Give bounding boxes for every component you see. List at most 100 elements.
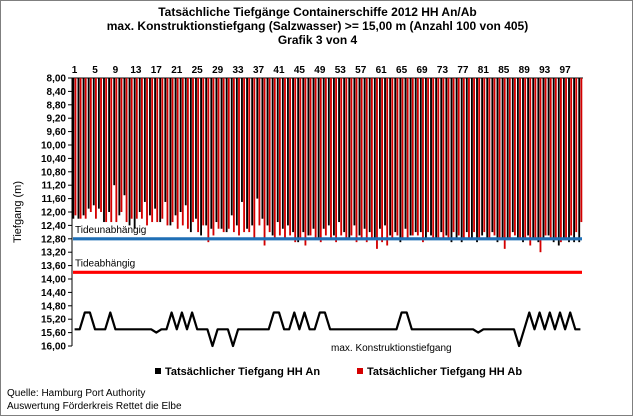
bar-hh-ab <box>468 78 470 239</box>
x-tick-label: 73 <box>437 65 449 76</box>
bar-hh-ab <box>462 78 465 239</box>
bar-hh-an <box>460 78 463 243</box>
bar-hh-an <box>246 78 248 229</box>
bar-hh-ab <box>442 78 445 239</box>
y-tick-label: 12,00 <box>41 208 66 219</box>
x-tick-label: 77 <box>457 65 469 76</box>
chart-title-line-2: max. Konstruktionstiefgang (Salzwasser) … <box>106 19 529 33</box>
bar-hh-an <box>261 78 264 219</box>
bar-hh-ab <box>181 78 184 226</box>
x-tick-label: 61 <box>376 65 388 76</box>
bar-hh-ab <box>161 78 164 219</box>
bar-hh-an <box>215 78 218 223</box>
bar-hh-an <box>82 78 85 216</box>
bar-hh-ab <box>95 78 97 219</box>
bar-hh-an <box>542 78 545 239</box>
bar-hh-an <box>287 78 289 226</box>
bar-hh-ab <box>110 78 113 223</box>
bar-hh-ab <box>84 78 87 219</box>
legend-swatch-hh-an <box>155 368 161 374</box>
bar-hh-ab <box>330 78 332 239</box>
bar-hh-ab <box>580 78 583 223</box>
bar-hh-ab <box>437 78 440 239</box>
x-tick-label: 21 <box>171 65 183 76</box>
bar-hh-an <box>455 78 458 239</box>
bar-hh-an <box>445 78 448 236</box>
bar-hh-an <box>225 78 228 233</box>
bar-hh-an <box>97 78 100 209</box>
bar-hh-ab <box>432 78 435 239</box>
bar-hh-ab <box>447 78 450 239</box>
bar-hh-ab <box>176 78 179 229</box>
bar-hh-ab <box>396 78 399 236</box>
bar-hh-an <box>358 78 361 236</box>
y-tick-label: 11,20 <box>42 181 67 192</box>
bar-hh-ab <box>365 78 368 243</box>
x-tick-label: 93 <box>539 65 551 76</box>
bar-hh-an <box>419 78 422 233</box>
tideunabhaengig-label: Tideunabhängig <box>75 225 146 236</box>
bar-hh-ab <box>314 78 317 239</box>
bar-hh-ab <box>452 78 455 233</box>
bar-hh-ab <box>207 78 210 243</box>
bar-hh-an <box>189 78 192 233</box>
bar-hh-ab <box>554 78 557 239</box>
bar-hh-an <box>399 78 402 243</box>
x-tick-label: 29 <box>212 65 224 76</box>
bar-hh-an <box>149 78 151 216</box>
y-tick-label: 14,00 <box>41 275 66 286</box>
bar-hh-ab <box>294 78 297 243</box>
bar-hh-an <box>271 78 274 236</box>
bar-hh-ab <box>74 78 77 216</box>
bar-hh-ab <box>135 78 138 219</box>
y-tick-label: 11,60 <box>42 194 67 205</box>
bar-hh-an <box>506 78 509 239</box>
bar-hh-ab <box>355 78 358 243</box>
bar-hh-ab <box>238 78 240 236</box>
x-tick-label: 65 <box>396 65 408 76</box>
y-tick-label: 14,80 <box>41 301 66 312</box>
bar-hh-an <box>200 78 202 236</box>
bar-hh-an <box>292 78 294 233</box>
bar-hh-ab <box>192 78 194 223</box>
bar-hh-ab <box>243 78 246 233</box>
bar-hh-an <box>77 78 80 219</box>
bar-hh-an <box>465 78 468 233</box>
source-line-2: Auswertung Förderkreis Rettet die Elbe <box>7 401 182 412</box>
bar-hh-ab <box>514 78 516 236</box>
legend-label-hh-ab: Tatsächlicher Tiefgang HH Ab <box>367 366 522 378</box>
bar-hh-ab <box>258 78 261 226</box>
bar-hh-ab <box>457 78 460 236</box>
bar-hh-an <box>72 78 75 219</box>
bar-hh-an <box>184 78 187 206</box>
bar-hh-ab <box>478 78 481 239</box>
bar-hh-an <box>368 78 371 233</box>
bar-hh-an <box>527 78 530 236</box>
bar-hh-an <box>394 78 397 233</box>
bar-hh-ab <box>268 78 271 233</box>
chart-title-line-3: Grafik 3 von 4 <box>277 33 358 47</box>
bar-hh-an <box>552 78 555 243</box>
bar-hh-ab <box>370 78 373 239</box>
y-tick-label: 12,40 <box>41 221 66 232</box>
y-tick-label: 13,20 <box>41 248 66 259</box>
bar-hh-an <box>266 78 269 226</box>
bar-hh-an <box>476 78 478 243</box>
bar-hh-an <box>138 78 141 212</box>
bar-hh-ab <box>304 78 307 246</box>
legend-label-hh-an: Tatsächlicher Tiefgang HH An <box>165 366 320 378</box>
bar-hh-ab <box>171 78 174 223</box>
bar-hh-an <box>353 78 356 226</box>
x-tick-label: 69 <box>416 65 428 76</box>
x-tick-label: 85 <box>498 65 510 76</box>
bar-hh-an <box>486 78 489 239</box>
y-tick-label: 12,80 <box>41 234 66 245</box>
bar-hh-ab <box>130 78 133 219</box>
bar-hh-ab <box>401 78 404 239</box>
bar-hh-ab <box>411 78 414 236</box>
bar-hh-an <box>195 78 197 219</box>
bar-hh-an <box>348 78 351 239</box>
bar-hh-ab <box>340 78 343 236</box>
bar-hh-ab <box>539 78 542 253</box>
